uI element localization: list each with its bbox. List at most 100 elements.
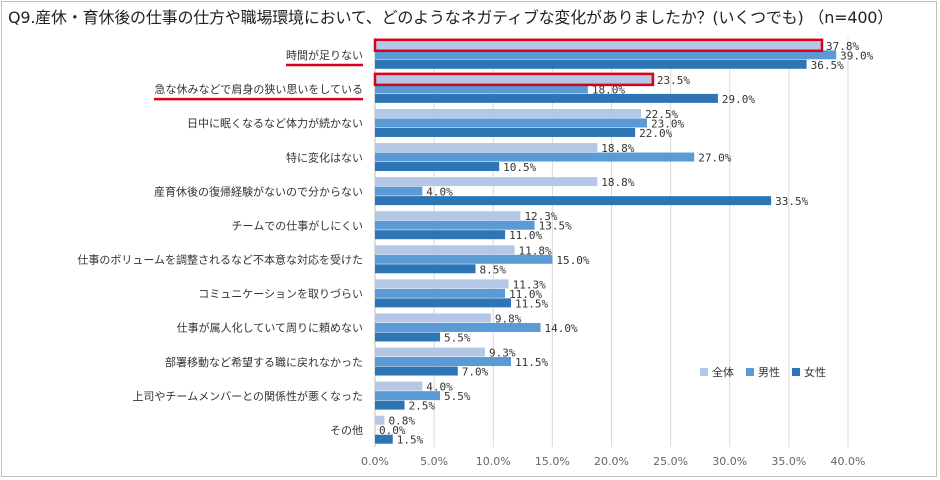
data-label: 11.0% — [509, 288, 542, 301]
legend-label: 全体 — [712, 365, 734, 379]
bar — [375, 254, 553, 264]
bar — [375, 347, 485, 357]
data-label: 7.0% — [462, 366, 489, 379]
data-label: 5.5% — [444, 331, 471, 344]
bar — [375, 298, 511, 308]
category-label: 特に変化はない — [286, 150, 363, 164]
x-tick-label: 30.0% — [712, 455, 747, 468]
data-label: 13.5% — [539, 220, 572, 233]
category-label: 仕事が属人化していて周りに頼めない — [177, 321, 363, 335]
data-label: 15.0% — [556, 254, 589, 267]
bar — [375, 186, 423, 196]
data-label: 4.0% — [426, 381, 453, 394]
data-label: 0.0% — [379, 424, 406, 437]
bar — [375, 162, 500, 172]
category-label: 急な休みなどで肩身の狭い思いをしている — [155, 82, 363, 96]
bar — [375, 230, 506, 240]
legend-label: 男性 — [758, 365, 780, 379]
x-tick-label: 15.0% — [535, 455, 570, 468]
bar — [375, 196, 772, 206]
data-label: 22.5% — [645, 108, 678, 121]
bar — [375, 74, 653, 84]
category-label: 産育休後の復帰経験がないので分からない — [154, 184, 363, 198]
x-tick-label: 5.0% — [420, 455, 448, 468]
category-label: 部署移動など希望する職に戻れなかった — [165, 355, 363, 369]
bar — [375, 415, 385, 425]
data-label: 33.5% — [775, 195, 808, 208]
bar — [375, 381, 423, 391]
data-label: 37.8% — [826, 40, 859, 53]
category-label: チームでの仕事がしにくい — [232, 218, 363, 232]
data-label: 4.0% — [426, 186, 453, 199]
category-label: 時間が足りない — [286, 48, 363, 62]
data-label: 23.5% — [657, 74, 690, 87]
bar — [375, 211, 521, 221]
bar — [375, 332, 441, 342]
bar — [375, 313, 491, 323]
data-label: 11.0% — [509, 229, 542, 242]
data-label: 11.5% — [515, 297, 548, 310]
bar — [375, 152, 695, 162]
category-label: コミュニケーションを取りづらい — [198, 288, 363, 301]
data-label: 9.3% — [489, 347, 516, 360]
chart-title: Q9.産休・育休後の仕事の仕方や職場環境において、どのようなネガティブな変化があ… — [8, 8, 894, 27]
data-label: 39.0% — [840, 49, 873, 62]
data-label: 22.0% — [639, 127, 672, 140]
category-label: その他 — [330, 424, 363, 437]
highlight-box — [373, 72, 655, 87]
bar — [375, 366, 458, 376]
category-label: 仕事のボリュームを調整されるなど不本意な対応を受けた — [77, 253, 363, 267]
data-label: 18.8% — [601, 176, 634, 189]
data-label: 10.5% — [503, 161, 536, 174]
x-tick-label: 10.0% — [476, 455, 511, 468]
data-label: 11.5% — [515, 356, 548, 369]
bar — [375, 118, 647, 128]
data-label: 11.8% — [519, 244, 552, 257]
x-tick-label: 0.0% — [361, 455, 389, 468]
x-tick-label: 40.0% — [831, 455, 866, 468]
data-label: 2.5% — [409, 400, 436, 413]
bar — [375, 143, 598, 153]
data-label: 23.0% — [651, 117, 684, 130]
bar — [375, 245, 515, 255]
category-label: 日中に眠くなるなど体力が続かない — [187, 116, 363, 130]
bar — [375, 93, 718, 103]
data-label: 12.3% — [524, 210, 557, 223]
bar — [375, 357, 511, 367]
bar — [375, 40, 822, 50]
bar — [375, 59, 807, 69]
data-label: 18.0% — [592, 83, 625, 96]
bar — [375, 108, 642, 118]
data-label: 29.0% — [722, 93, 755, 106]
bar — [375, 84, 588, 94]
legend-swatch — [792, 368, 800, 376]
highlight-box — [373, 38, 824, 53]
bar — [375, 400, 405, 410]
category-label: 上司やチームメンバーとの関係性が悪くなった — [132, 389, 363, 403]
data-label: 18.8% — [601, 142, 634, 155]
legend-swatch — [746, 368, 754, 376]
data-label: 5.5% — [444, 390, 471, 403]
x-tick-label: 25.0% — [653, 455, 688, 468]
bar — [375, 220, 535, 230]
data-label: 1.5% — [397, 434, 424, 447]
bar — [375, 434, 393, 444]
data-label: 14.0% — [545, 322, 578, 335]
data-label: 27.0% — [698, 152, 731, 165]
data-label: 9.8% — [495, 312, 522, 325]
data-label: 11.3% — [513, 278, 546, 291]
x-tick-label: 35.0% — [771, 455, 806, 468]
bar — [375, 322, 541, 332]
bar — [375, 177, 598, 187]
bar — [375, 127, 636, 137]
x-tick-label: 20.0% — [594, 455, 629, 468]
bar — [375, 391, 441, 401]
bar — [375, 279, 509, 289]
data-label: 36.5% — [811, 59, 844, 72]
bar — [375, 288, 506, 298]
data-label: 0.8% — [388, 415, 415, 428]
bar — [375, 264, 476, 274]
bar — [375, 50, 837, 60]
